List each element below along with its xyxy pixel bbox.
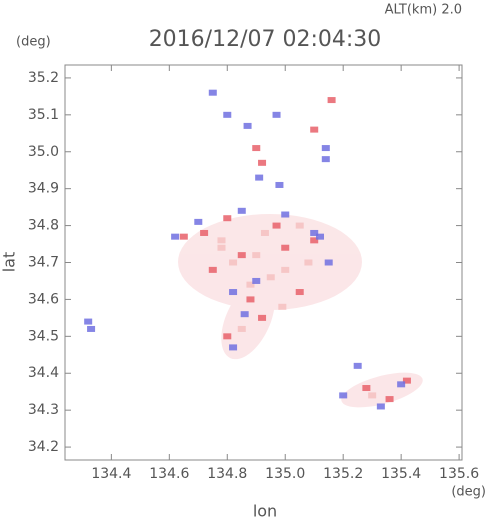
x-unit: (deg) bbox=[451, 485, 486, 500]
echo-cell bbox=[229, 259, 238, 266]
x-tick-label: 134.4 bbox=[91, 466, 131, 482]
echo-cell bbox=[327, 97, 336, 104]
echo-cell bbox=[260, 229, 269, 236]
x-tick-label: 135.0 bbox=[265, 466, 305, 482]
echo-cell bbox=[278, 303, 287, 310]
echo-cell bbox=[258, 314, 267, 321]
echo-cell bbox=[281, 266, 290, 273]
echo-cell bbox=[310, 229, 319, 236]
echo-area bbox=[221, 280, 275, 360]
y-tick-label: 35.1 bbox=[28, 107, 59, 123]
echo-cell bbox=[223, 215, 232, 222]
x-tick-label: 135.4 bbox=[381, 466, 421, 482]
echo-cell bbox=[246, 296, 255, 303]
echo-cell bbox=[252, 277, 261, 284]
echo-cell bbox=[310, 237, 319, 244]
echo-cell bbox=[240, 311, 249, 318]
echo-cell bbox=[217, 244, 226, 251]
echo-cell bbox=[275, 181, 284, 188]
chart-title: 2016/12/07 02:04:30 bbox=[149, 27, 382, 52]
y-tick-label: 35.0 bbox=[28, 144, 59, 160]
x-tick-label: 135.2 bbox=[323, 466, 363, 482]
y-tick-label: 34.8 bbox=[28, 218, 59, 234]
x-tick-label: 134.6 bbox=[149, 466, 189, 482]
echo-cell bbox=[324, 259, 333, 266]
echo-cell bbox=[362, 385, 371, 392]
x-tick-label: 135.6 bbox=[439, 466, 479, 482]
echo-cell bbox=[255, 174, 264, 181]
y-tick-label: 34.7 bbox=[28, 255, 59, 271]
echo-cell bbox=[237, 252, 246, 259]
echo-cell bbox=[237, 325, 246, 332]
echo-cell bbox=[237, 207, 246, 214]
echo-cell bbox=[223, 111, 232, 118]
echo-cell bbox=[171, 233, 180, 240]
echo-cell bbox=[243, 122, 252, 129]
echo-cell bbox=[223, 333, 232, 340]
echo-cell bbox=[208, 89, 217, 96]
x-tick-label: 134.8 bbox=[207, 466, 247, 482]
echo-cell bbox=[208, 266, 217, 273]
echo-cell bbox=[229, 289, 238, 296]
echo-cell bbox=[87, 325, 96, 332]
echo-cell bbox=[84, 318, 93, 325]
echo-cell bbox=[385, 396, 394, 403]
echo-cell bbox=[252, 145, 261, 152]
echo-cell bbox=[252, 252, 261, 259]
y-unit: (deg) bbox=[16, 35, 51, 50]
echo-cell bbox=[272, 222, 281, 229]
y-tick-label: 34.9 bbox=[28, 181, 59, 197]
altitude: ALT(km) 2.0 bbox=[385, 3, 462, 18]
echo-cell bbox=[295, 222, 304, 229]
echo-cell bbox=[229, 344, 238, 351]
echo-cell bbox=[321, 145, 330, 152]
echo-cell bbox=[397, 381, 406, 388]
echo-cell bbox=[281, 211, 290, 218]
echo-cell bbox=[266, 274, 275, 281]
echo-cell bbox=[321, 156, 330, 163]
echo-cell bbox=[179, 233, 188, 240]
y-tick-label: 35.2 bbox=[28, 70, 59, 86]
echo-cell bbox=[368, 392, 377, 399]
echo-cell bbox=[353, 362, 362, 369]
echo-cell bbox=[246, 281, 255, 288]
echo-cell bbox=[258, 159, 267, 166]
y-tick-label: 34.5 bbox=[28, 328, 59, 344]
echo-cell bbox=[310, 126, 319, 133]
echo-background bbox=[178, 214, 423, 408]
echo-cell bbox=[200, 229, 209, 236]
y-tick-label: 34.4 bbox=[28, 365, 59, 381]
x-axis-label: lon bbox=[253, 502, 277, 521]
echo-cell bbox=[376, 403, 385, 410]
echo-cell bbox=[194, 218, 203, 225]
echo-cell bbox=[217, 237, 226, 244]
echo-cell bbox=[272, 111, 281, 118]
y-tick-label: 34.2 bbox=[28, 439, 59, 455]
echo-cell bbox=[316, 233, 325, 240]
echo-cell bbox=[295, 289, 304, 296]
y-axis-label: lat bbox=[0, 252, 19, 273]
echo-cell bbox=[339, 392, 348, 399]
echo-cell bbox=[304, 259, 313, 266]
y-tick-label: 34.6 bbox=[28, 291, 59, 307]
y-tick-label: 34.3 bbox=[28, 402, 59, 418]
echo-cell bbox=[281, 244, 290, 251]
echo-cell bbox=[402, 377, 411, 384]
